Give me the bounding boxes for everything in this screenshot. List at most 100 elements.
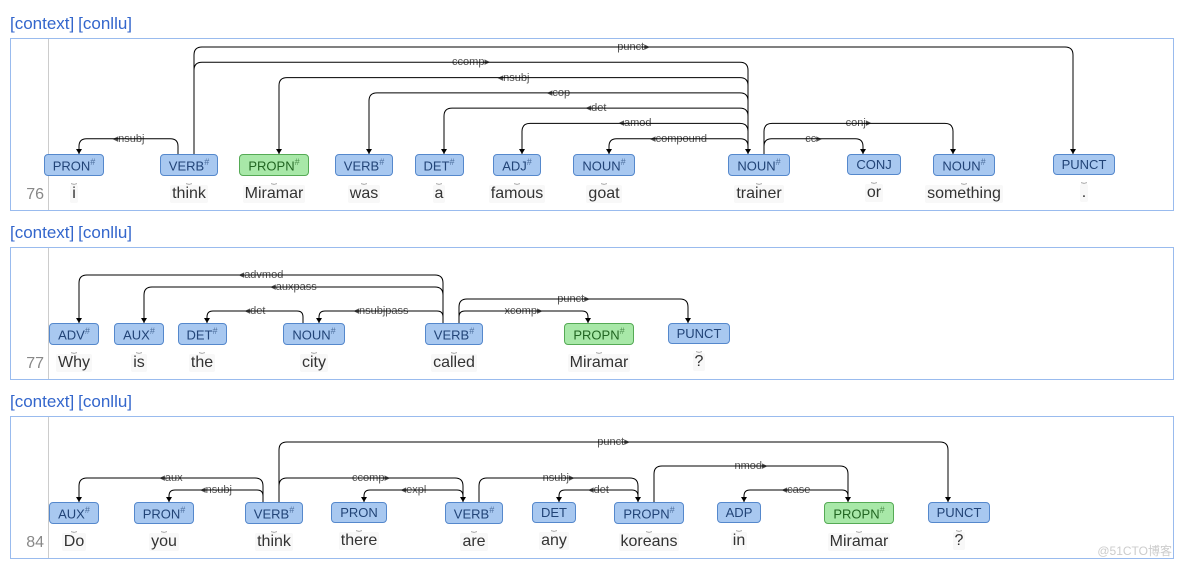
header-links: [context] [conllu] bbox=[10, 10, 1174, 38]
token: CONJ⏟or bbox=[848, 154, 900, 202]
bracket-icon: ⏟ bbox=[471, 525, 477, 531]
pos-tag[interactable]: ADJ# bbox=[493, 154, 541, 176]
bracket-icon: ⏟ bbox=[451, 346, 457, 352]
diagram-container: 76◂nsubj◂nsubj◂cop◂det◂amod◂compoundccom… bbox=[10, 38, 1174, 211]
pos-tag[interactable]: NOUN# bbox=[728, 154, 789, 176]
pos-tag[interactable]: NOUN# bbox=[933, 154, 994, 176]
arc-label: ◂det bbox=[243, 304, 268, 317]
pos-tag[interactable]: DET bbox=[532, 502, 576, 523]
pos-tag[interactable]: PRON# bbox=[134, 502, 195, 524]
pos-tag[interactable]: DET# bbox=[178, 323, 227, 345]
pos-label: ADJ bbox=[502, 158, 527, 173]
pos-tag[interactable]: ADP bbox=[717, 502, 762, 523]
token-word: the bbox=[189, 354, 215, 372]
pos-label: NOUN bbox=[737, 158, 775, 173]
hash-icon: # bbox=[85, 505, 90, 515]
bracket-icon: ⏟ bbox=[956, 524, 962, 530]
pos-label: NOUN bbox=[942, 158, 980, 173]
pos-tag[interactable]: PROPN# bbox=[564, 323, 633, 345]
pos-tag[interactable]: VERB# bbox=[335, 154, 393, 176]
token: AUX#⏟Do bbox=[50, 502, 98, 551]
hash-icon: # bbox=[295, 157, 300, 167]
hash-icon: # bbox=[776, 157, 781, 167]
bracket-icon: ⏟ bbox=[436, 177, 442, 183]
token-word: called bbox=[431, 354, 477, 372]
pos-tag[interactable]: PUNCT bbox=[928, 502, 991, 523]
bracket-icon: ⏟ bbox=[756, 177, 762, 183]
pos-tag[interactable]: VERB# bbox=[445, 502, 503, 524]
pos-tag[interactable]: PUNCT bbox=[1053, 154, 1116, 175]
pos-tag[interactable]: VERB# bbox=[160, 154, 218, 176]
token-word: famous bbox=[489, 185, 545, 203]
pos-tag[interactable]: AUX# bbox=[49, 502, 99, 524]
hash-icon: # bbox=[90, 157, 95, 167]
pos-tag[interactable]: PROPN# bbox=[614, 502, 683, 524]
pos-tag[interactable]: PUNCT bbox=[668, 323, 731, 344]
pos-tag[interactable]: VERB# bbox=[425, 323, 483, 345]
parse-block: [context] [conllu]76◂nsubj◂nsubj◂cop◂det… bbox=[10, 10, 1174, 211]
pos-tag[interactable]: AUX# bbox=[114, 323, 164, 345]
header-links: [context] [conllu] bbox=[10, 219, 1174, 247]
token: VERB#⏟was bbox=[336, 154, 392, 203]
hash-icon: # bbox=[204, 157, 209, 167]
token: NOUN#⏟city bbox=[284, 323, 344, 372]
pos-tag[interactable]: NOUN# bbox=[283, 323, 344, 345]
arc-label: punct▸ bbox=[615, 40, 651, 53]
arc-label: ◂aux bbox=[157, 471, 184, 484]
pos-label: DET bbox=[424, 158, 450, 173]
conllu-link[interactable]: [conllu] bbox=[78, 392, 132, 411]
pos-label: NOUN bbox=[292, 327, 330, 342]
bracket-icon: ⏟ bbox=[71, 525, 77, 531]
token: PRON#⏟i bbox=[45, 154, 103, 203]
watermark: @51CTO博客 bbox=[1097, 542, 1172, 559]
sentence-id: 76 bbox=[11, 39, 49, 210]
context-link[interactable]: [context] bbox=[10, 223, 74, 242]
pos-tag[interactable]: CONJ bbox=[847, 154, 900, 175]
arc-label: ◂det bbox=[584, 101, 609, 114]
token-word: koreans bbox=[619, 533, 680, 551]
pos-tag[interactable]: PRON bbox=[331, 502, 387, 523]
pos-tag[interactable]: PROPN# bbox=[239, 154, 308, 176]
parse-block: [context] [conllu]84◂aux◂nsubj◂explccomp… bbox=[10, 388, 1174, 559]
arc-label: ◂nsubj bbox=[198, 483, 234, 496]
token: VERB#⏟think bbox=[246, 502, 302, 551]
arc-label: ◂compound bbox=[648, 132, 709, 145]
token: PUNCT⏟? bbox=[669, 323, 729, 371]
token: ADJ#⏟famous bbox=[488, 154, 546, 203]
diagram-container: 77◂advmod◂auxpass◂det◂nsubjpassxcomp▸pun… bbox=[10, 247, 1174, 380]
token: VERB#⏟are bbox=[446, 502, 502, 551]
dep-arc bbox=[369, 93, 748, 154]
context-link[interactable]: [context] bbox=[10, 14, 74, 33]
pos-tag[interactable]: ADV# bbox=[49, 323, 99, 345]
conllu-link[interactable]: [conllu] bbox=[78, 14, 132, 33]
token: PRON⏟there bbox=[332, 502, 386, 550]
hash-icon: # bbox=[880, 505, 885, 515]
arc-label: nsubj▸ bbox=[541, 471, 577, 484]
arc-label: ◂cop bbox=[545, 86, 572, 99]
pos-tag[interactable]: PROPN# bbox=[824, 502, 893, 524]
sentence-id: 84 bbox=[11, 417, 49, 558]
token: ADV#⏟Why bbox=[49, 323, 99, 372]
pos-tag[interactable]: DET# bbox=[415, 154, 464, 176]
header-links: [context] [conllu] bbox=[10, 388, 1174, 416]
hash-icon: # bbox=[289, 505, 294, 515]
arc-label: cc▸ bbox=[803, 132, 824, 145]
pos-label: VERB bbox=[254, 506, 289, 521]
bracket-icon: ⏟ bbox=[356, 524, 362, 530]
dep-arc bbox=[194, 47, 1073, 154]
pos-label: AUX bbox=[58, 506, 85, 521]
bracket-icon: ⏟ bbox=[199, 346, 205, 352]
bracket-icon: ⏟ bbox=[601, 177, 607, 183]
conllu-link[interactable]: [conllu] bbox=[78, 223, 132, 242]
token-word: think bbox=[170, 185, 208, 203]
arc-label: ◂amod bbox=[616, 116, 653, 129]
token: PUNCT⏟. bbox=[1054, 154, 1114, 202]
token: PUNCT⏟? bbox=[929, 502, 989, 550]
arc-label: ◂nsubj bbox=[496, 71, 532, 84]
token: AUX#⏟is bbox=[115, 323, 163, 372]
bracket-icon: ⏟ bbox=[961, 177, 967, 183]
pos-tag[interactable]: VERB# bbox=[245, 502, 303, 524]
pos-tag[interactable]: NOUN# bbox=[573, 154, 634, 176]
context-link[interactable]: [context] bbox=[10, 392, 74, 411]
pos-tag[interactable]: PRON# bbox=[44, 154, 105, 176]
